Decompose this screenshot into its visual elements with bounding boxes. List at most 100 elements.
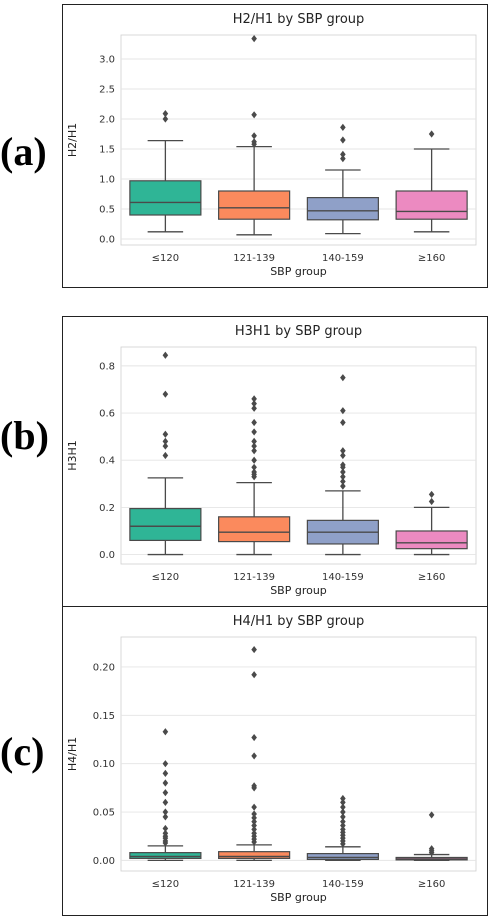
y-tick-label: 0.0 xyxy=(99,235,115,246)
y-tick-label: 0.6 xyxy=(99,409,115,420)
outlier-point xyxy=(162,430,169,438)
box-group xyxy=(395,130,468,233)
chart-a: 0.0 0.5 1.0 1.5 2.0 2.5 3.0 H2/H1 by SBP group S… xyxy=(66,12,477,278)
x-axis-label: SBP group xyxy=(270,265,327,278)
outlier-point xyxy=(251,821,257,830)
panel-letter-c: (c) xyxy=(0,729,45,774)
y-tick-label: 0.4 xyxy=(99,456,115,467)
outlier-point xyxy=(162,110,169,118)
box-group xyxy=(395,811,468,862)
chart-b: 0.0 0.2 0.4 0.6 0.8 H3H1 by SBP group SBP grou… xyxy=(66,324,477,597)
x-tick-label: 121-139 xyxy=(233,253,275,264)
x-axis-label: SBP group xyxy=(270,891,327,904)
outlier-point xyxy=(162,728,169,736)
box-group xyxy=(218,35,291,236)
outlier-point xyxy=(340,407,346,415)
outlier-point xyxy=(251,138,257,146)
box xyxy=(395,530,468,550)
outlier-point xyxy=(251,35,257,43)
outlier-point xyxy=(251,111,257,119)
chart-frame-c: 0.00 0.05 0.10 0.15 0.20 H4/H1 by SBP group SB… xyxy=(62,606,488,916)
outlier-point xyxy=(428,811,435,819)
box xyxy=(218,516,291,543)
y-tick-label: 1.5 xyxy=(99,145,115,156)
chart-frame-b: 0.0 0.2 0.4 0.6 0.8 H3H1 by SBP group SBP grou… xyxy=(62,316,488,608)
y-axis-label: H4/H1 xyxy=(66,737,79,771)
box xyxy=(218,851,291,860)
outlier-point xyxy=(251,468,257,476)
chart-c: 0.00 0.05 0.10 0.15 0.20 H4/H1 by SBP group SB… xyxy=(66,614,477,904)
outlier-point xyxy=(251,132,257,140)
chart-frame-a: 0.0 0.5 1.0 1.5 2.0 2.5 3.0 H2/H1 by SBP group S… xyxy=(62,4,488,288)
outlier-point xyxy=(340,803,346,811)
box-group xyxy=(129,110,202,233)
outlier-point xyxy=(162,789,169,797)
x-tick-label: 121-139 xyxy=(233,572,275,583)
y-tick-label: 0.15 xyxy=(93,711,115,722)
box xyxy=(395,190,468,220)
outlier-point xyxy=(340,451,346,460)
outlier-point xyxy=(340,136,346,144)
box xyxy=(306,852,379,860)
outlier-point xyxy=(162,824,169,833)
y-tick-label: 0.8 xyxy=(99,361,115,372)
y-tick-label: 0.2 xyxy=(99,503,115,514)
y-tick-label: 0.05 xyxy=(93,808,115,819)
box-group xyxy=(218,395,291,556)
outlier-point xyxy=(340,798,346,806)
outlier-point xyxy=(162,798,169,806)
x-tick-label: ≤120 xyxy=(152,572,179,583)
outlier-point xyxy=(251,645,257,654)
chart-title: H4/H1 by SBP group xyxy=(233,614,365,629)
y-tick-label: 2.0 xyxy=(99,115,115,126)
outlier-point xyxy=(428,845,435,853)
y-tick-label: 2.5 xyxy=(99,85,115,96)
outlier-point xyxy=(162,760,169,768)
y-tick-label: 0.5 xyxy=(99,205,115,216)
outlier-point xyxy=(162,115,169,123)
y-tick-label: 0.10 xyxy=(93,759,115,770)
outlier-point xyxy=(340,123,346,131)
box xyxy=(218,190,291,220)
box-group xyxy=(306,794,379,862)
outlier-point xyxy=(251,825,257,834)
outlier-point xyxy=(340,155,346,163)
box xyxy=(129,507,202,542)
x-tick-label: ≥160 xyxy=(418,879,445,890)
y-tick-label: 3.0 xyxy=(99,55,115,66)
outlier-point xyxy=(340,447,346,455)
x-axis-label: SBP group xyxy=(270,584,327,597)
plot-area xyxy=(120,636,477,872)
outlier-point xyxy=(340,821,346,830)
outlier-point xyxy=(340,808,346,816)
outlier-point xyxy=(251,463,257,471)
chart-title: H2/H1 by SBP group xyxy=(233,12,365,27)
y-axis-label: H2/H1 xyxy=(66,123,79,157)
outlier-point xyxy=(340,468,346,476)
outlier-point xyxy=(162,829,169,837)
chart-title: H3H1 by SBP group xyxy=(235,324,362,339)
x-tick-label: 121-139 xyxy=(233,879,275,890)
y-tick-label: 0.00 xyxy=(93,856,115,867)
box xyxy=(306,197,379,221)
x-tick-label: 140-159 xyxy=(322,253,364,264)
outlier-point xyxy=(340,150,346,158)
box xyxy=(129,180,202,216)
x-tick-label: 140-159 xyxy=(322,572,364,583)
box-group xyxy=(129,351,202,556)
x-tick-label: ≥160 xyxy=(418,572,445,583)
box-group xyxy=(306,123,379,235)
panel-letter-b: (b) xyxy=(0,413,49,458)
outlier-point xyxy=(162,813,169,821)
outlier-point xyxy=(162,451,169,460)
x-tick-label: ≥160 xyxy=(418,253,445,264)
outlier-point xyxy=(162,437,169,445)
outlier-point xyxy=(162,351,169,359)
outlier-point xyxy=(428,130,435,138)
box xyxy=(129,852,202,860)
outlier-point xyxy=(428,497,435,506)
y-tick-label: 0.20 xyxy=(93,662,115,673)
outlier-point xyxy=(340,473,346,481)
panel-letter-a: (a) xyxy=(0,129,47,174)
y-axis-label: H3H1 xyxy=(66,440,79,471)
